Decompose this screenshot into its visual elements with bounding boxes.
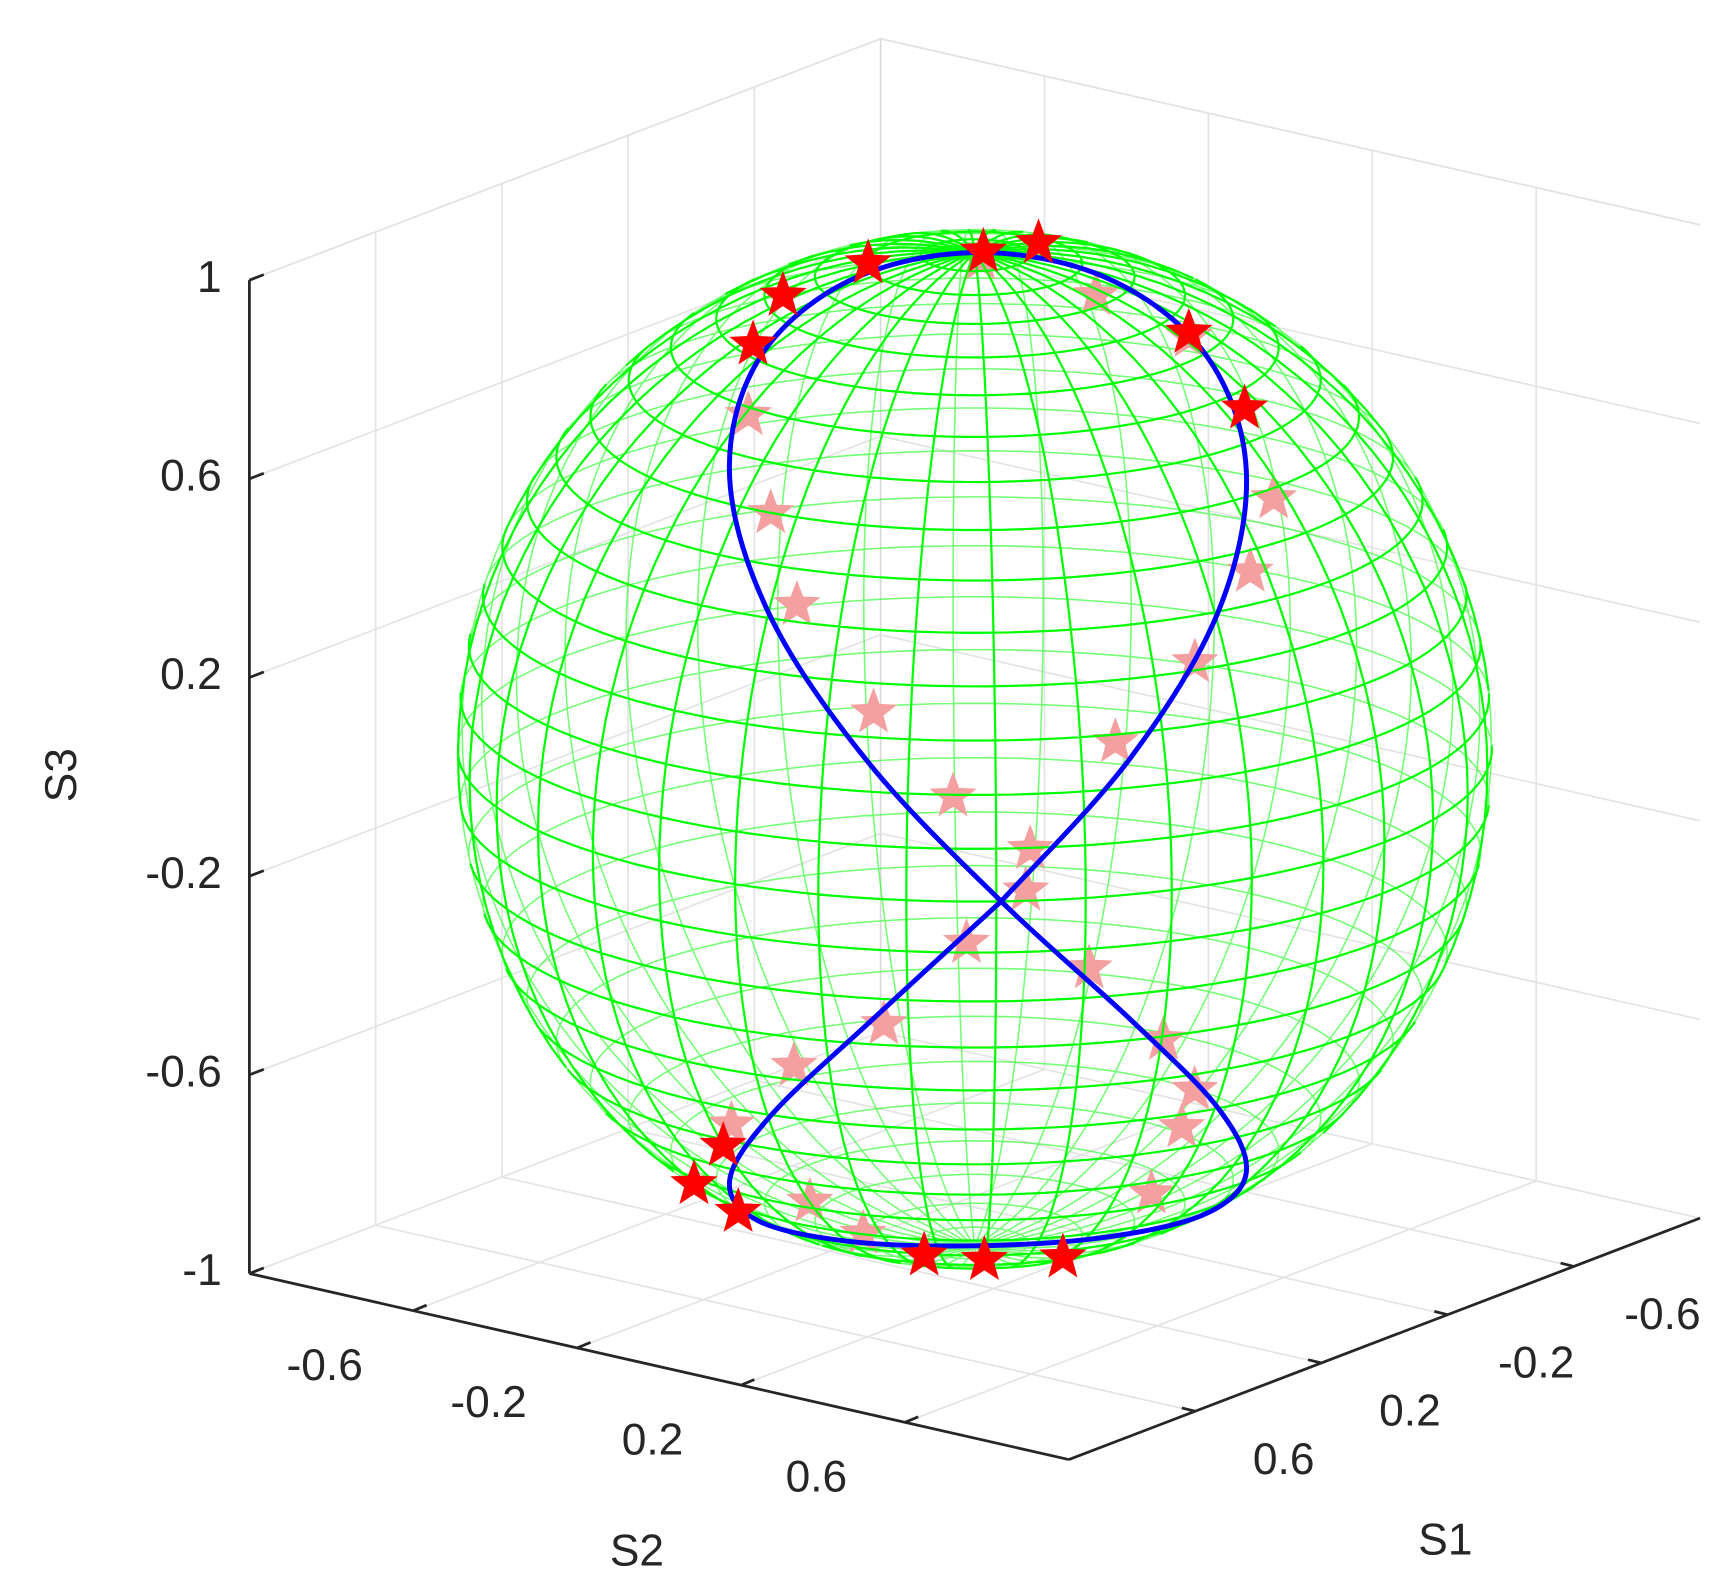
star-marker <box>860 999 908 1045</box>
x-tick-label: -0.2 <box>1498 1338 1574 1387</box>
star-marker <box>1158 1102 1206 1148</box>
star-marker <box>729 319 777 365</box>
grid-line <box>249 37 1701 281</box>
x-tick-label: -0.6 <box>1624 1290 1700 1339</box>
curve <box>726 249 1250 1249</box>
z-tick <box>248 670 265 679</box>
star-marker <box>1014 218 1063 264</box>
grid-line <box>249 1031 1701 1275</box>
axis-layer: -1 -0.6 -0.2 0.2 0.6 1 -0.6 -0.2 0.2 0.6 -0.6 -0.2 0… <box>145 253 1700 1502</box>
z-tick <box>248 869 265 878</box>
star-marker <box>1039 1232 1087 1278</box>
z-tick-label: 1 <box>197 253 222 302</box>
x-tick-label: 0.6 <box>1253 1435 1315 1484</box>
z-tick <box>248 1266 265 1275</box>
star-marker <box>1220 383 1269 429</box>
axis-line <box>1068 1216 1701 1461</box>
star-marker <box>770 1041 818 1086</box>
star-marker <box>900 1230 948 1276</box>
star-marker <box>773 580 821 625</box>
star-marker <box>786 1176 834 1222</box>
y-tick <box>576 1341 592 1350</box>
y-axis-label: S2 <box>610 1526 664 1575</box>
star-marker <box>1165 307 1213 353</box>
x-tick-label: 0.2 <box>1379 1387 1441 1436</box>
x-tick <box>1560 1261 1575 1268</box>
y-tick-label: 0.6 <box>786 1453 848 1502</box>
x-tick <box>1307 1358 1322 1365</box>
grid-line <box>249 435 1701 679</box>
z-tick-label: -1 <box>182 1246 221 1295</box>
z-tick <box>248 472 265 481</box>
grid-line <box>576 113 1210 1349</box>
z-tick-label: -0.2 <box>145 849 221 898</box>
star-marker <box>724 390 772 436</box>
star-marker <box>1072 270 1120 316</box>
y-tick <box>412 1303 428 1312</box>
star-marker <box>759 270 807 316</box>
y-tick-label: -0.6 <box>287 1341 363 1390</box>
z-tick-label: 0.2 <box>160 650 222 699</box>
grid-line <box>374 231 1196 1413</box>
star-marker <box>849 687 898 733</box>
z-tick <box>248 273 265 282</box>
axis-line <box>249 1272 1070 1461</box>
star-marker <box>959 226 1007 272</box>
star-marker <box>1091 717 1140 763</box>
z-tick-label: 0.6 <box>160 452 222 501</box>
z-axis-label: S3 <box>37 748 86 802</box>
y-tick <box>740 1378 755 1387</box>
star-marker <box>699 1120 747 1166</box>
star-marker <box>1249 473 1298 519</box>
front-layer <box>456 218 1493 1280</box>
x-axis-label: S1 <box>1418 1515 1472 1564</box>
y-tick-label: -0.2 <box>450 1378 526 1427</box>
star-marker <box>747 488 795 534</box>
star-marker <box>670 1159 718 1205</box>
x-tick <box>1433 1310 1448 1317</box>
y-tick-label: 0.2 <box>622 1415 684 1464</box>
star-marker <box>844 238 892 284</box>
star-marker <box>1065 943 1113 989</box>
star-marker <box>714 1186 762 1232</box>
grid-line <box>501 183 1322 1364</box>
star-marker <box>1127 1168 1176 1214</box>
y-tick <box>904 1415 919 1424</box>
x-tick <box>1181 1406 1196 1413</box>
star-marker <box>942 917 991 963</box>
grid-line <box>249 832 1701 1076</box>
z-tick-label: -0.6 <box>145 1048 221 1097</box>
sphere-mesh-front <box>456 228 1493 1270</box>
star-marker <box>1171 1064 1219 1110</box>
grid-line <box>412 75 1046 1312</box>
grid-line <box>740 150 1374 1386</box>
star-marker <box>960 1235 1009 1280</box>
grid-line <box>904 187 1538 1424</box>
star-marker <box>707 1099 755 1145</box>
z-tick <box>248 1068 265 1077</box>
grid-line <box>249 236 1701 480</box>
